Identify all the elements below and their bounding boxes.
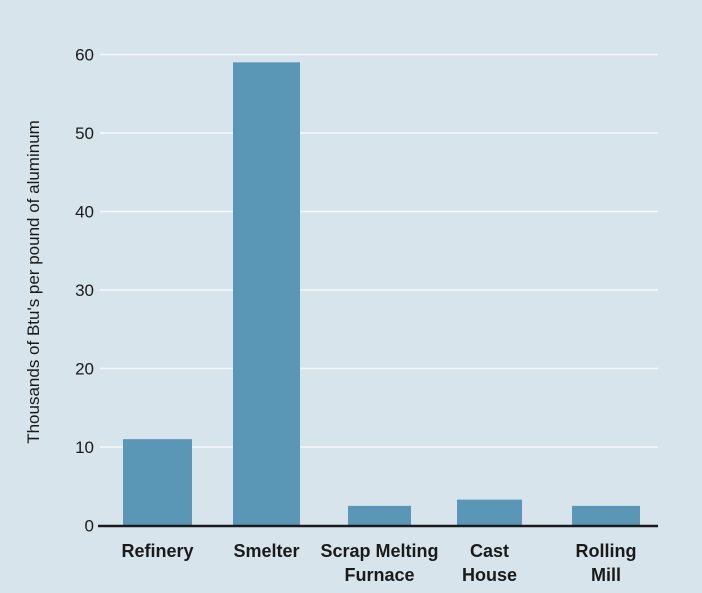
y-tick-labels: 0 10 20 30 40 50 60 [75, 46, 94, 536]
y-tick-label: 40 [75, 203, 94, 222]
gridlines [100, 53, 658, 448]
category-labels: Refinery Smelter Scrap Melting Furnace Cast H… [121, 541, 636, 585]
y-tick-label: 0 [85, 517, 94, 536]
y-tick-label: 30 [75, 281, 94, 300]
bars [123, 62, 640, 526]
y-tick-label: 20 [75, 360, 94, 379]
category-label: Cast [470, 541, 509, 561]
category-label: Furnace [344, 565, 414, 585]
bar [457, 499, 522, 526]
category-label: Mill [591, 565, 621, 585]
y-tick-label: 50 [75, 124, 94, 143]
category-label: Scrap Melting [320, 541, 438, 561]
bar [233, 62, 300, 526]
category-label: Smelter [233, 541, 299, 561]
bar [348, 505, 411, 526]
y-axis-label: Thousands of Btu's per pound of aluminum [24, 120, 43, 444]
bar [123, 439, 192, 526]
y-tick-label: 60 [75, 46, 94, 65]
category-label: Refinery [121, 541, 193, 561]
y-tick-label: 10 [75, 438, 94, 457]
category-label: House [462, 565, 517, 585]
bar [572, 505, 640, 526]
category-label: Rolling [576, 541, 637, 561]
